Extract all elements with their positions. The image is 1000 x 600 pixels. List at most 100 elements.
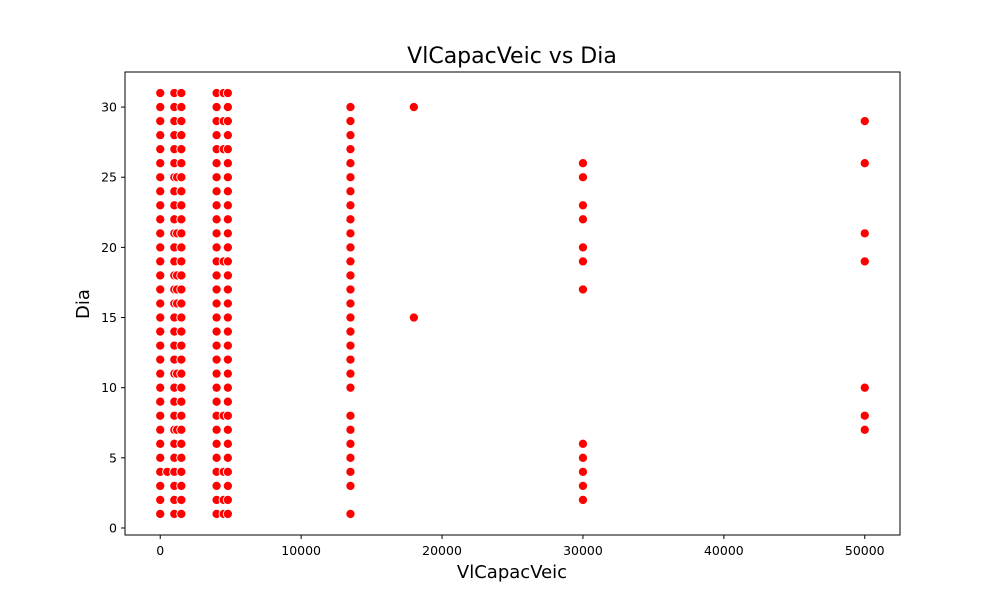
data-point [176, 214, 187, 225]
chart-title: VlCapacVeic vs Dia [407, 44, 617, 69]
data-point [222, 102, 233, 113]
data-point [176, 466, 187, 477]
data-point [155, 256, 166, 267]
data-point [345, 326, 356, 337]
data-point [155, 228, 166, 239]
x-tick-label: 10000 [281, 543, 321, 558]
data-point [345, 256, 356, 267]
data-point [577, 494, 589, 505]
data-point [176, 242, 187, 253]
data-point [345, 312, 356, 323]
data-point [859, 410, 870, 421]
data-point [176, 508, 187, 520]
data-point [211, 228, 222, 239]
data-point [155, 116, 166, 127]
data-point [222, 368, 233, 379]
data-point [155, 130, 166, 141]
data-point [345, 214, 356, 225]
data-point [345, 186, 356, 197]
data-point [176, 172, 187, 183]
data-point [222, 466, 233, 477]
data-point [155, 214, 166, 225]
data-point [176, 158, 187, 169]
data-point [176, 452, 187, 463]
y-tick-label: 10 [101, 380, 117, 395]
x-tick-label: 50000 [845, 543, 885, 558]
data-point [222, 256, 233, 267]
data-point [222, 312, 233, 323]
data-point [155, 382, 166, 393]
data-point [155, 172, 166, 183]
data-point [345, 116, 356, 127]
data-point [155, 438, 166, 449]
data-point [176, 284, 187, 295]
data-point [155, 87, 166, 99]
data-points [155, 87, 870, 520]
data-point [222, 116, 233, 127]
data-point [176, 116, 187, 127]
data-point [345, 298, 356, 309]
data-point [345, 144, 356, 155]
data-point [176, 130, 187, 141]
data-point [345, 508, 356, 520]
data-point [176, 340, 187, 351]
y-axis-ticks: 0 5 10 15 20 25 30 [101, 100, 125, 535]
data-point [211, 382, 222, 393]
data-point [155, 270, 166, 281]
data-point [211, 172, 222, 183]
data-point [345, 410, 356, 421]
data-point [155, 200, 166, 211]
data-point [211, 200, 222, 211]
data-point [211, 242, 222, 253]
data-point [345, 200, 356, 211]
data-point [222, 242, 233, 253]
data-point [222, 340, 233, 351]
data-point [577, 466, 589, 477]
data-point [577, 480, 589, 491]
data-point [222, 158, 233, 169]
plot-frame [124, 71, 901, 536]
data-point [345, 340, 356, 351]
data-point [345, 228, 356, 239]
data-point [155, 284, 166, 295]
data-point [222, 424, 233, 435]
data-point [345, 102, 356, 113]
x-tick-label: 0 [156, 543, 164, 558]
data-point [176, 256, 187, 267]
data-point [211, 424, 222, 435]
y-tick-label: 0 [109, 520, 117, 535]
data-point [155, 508, 166, 520]
data-point [408, 312, 419, 323]
data-point [155, 144, 166, 155]
data-point [155, 186, 166, 197]
data-point [345, 172, 356, 183]
data-point [176, 494, 187, 505]
data-point [222, 200, 233, 211]
data-point [155, 452, 166, 463]
x-tick-label: 40000 [704, 543, 744, 558]
data-point [345, 480, 356, 491]
data-point [176, 186, 187, 197]
data-point [211, 340, 222, 351]
data-point [155, 242, 166, 253]
data-point [155, 326, 166, 337]
data-point [155, 298, 166, 309]
data-point [155, 158, 166, 169]
data-point [155, 410, 166, 421]
data-point [222, 326, 233, 337]
data-point [176, 438, 187, 449]
data-point [577, 438, 589, 449]
data-point [211, 438, 222, 449]
data-point [577, 172, 589, 183]
data-point [577, 284, 589, 295]
data-point [211, 284, 222, 295]
data-point [222, 87, 233, 99]
data-point [222, 284, 233, 295]
data-point [176, 270, 187, 281]
data-point [222, 172, 233, 183]
x-tick-label: 30000 [563, 543, 603, 558]
data-point [859, 424, 870, 435]
data-point [222, 410, 233, 421]
data-point [155, 340, 166, 351]
